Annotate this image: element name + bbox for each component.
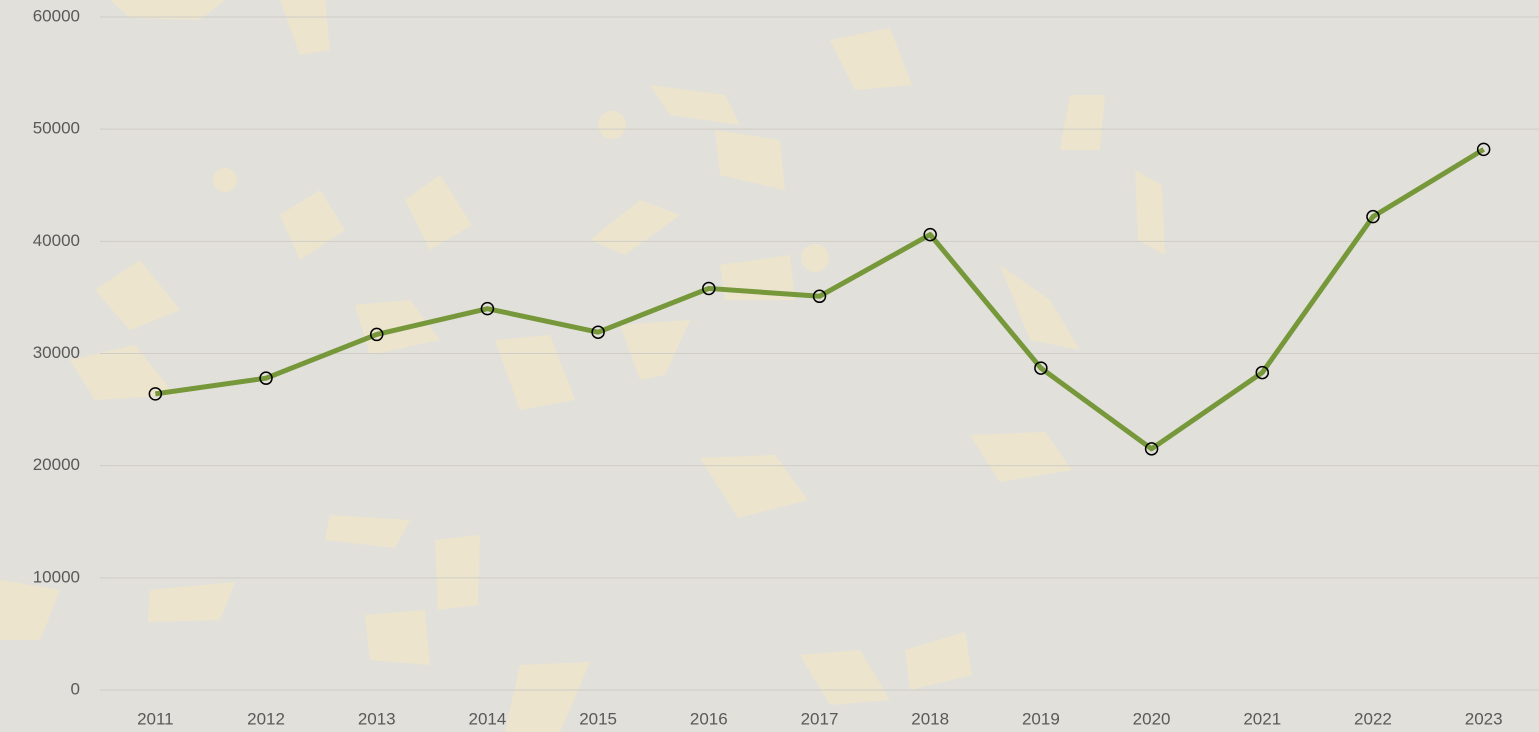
x-tick-label: 2013 bbox=[358, 709, 396, 728]
x-tick-label: 2021 bbox=[1243, 709, 1281, 728]
x-tick-label: 2017 bbox=[801, 709, 839, 728]
y-tick-label: 30000 bbox=[33, 343, 80, 362]
x-tick-label: 2012 bbox=[247, 709, 285, 728]
y-tick-label: 20000 bbox=[33, 455, 80, 474]
x-tick-label: 2015 bbox=[579, 709, 617, 728]
y-tick-label: 40000 bbox=[33, 231, 80, 250]
x-tick-label: 2014 bbox=[469, 709, 507, 728]
x-tick-label: 2020 bbox=[1133, 709, 1171, 728]
x-tick-label: 2011 bbox=[137, 709, 174, 728]
x-tick-label: 2023 bbox=[1465, 709, 1503, 728]
x-tick-label: 2022 bbox=[1354, 709, 1392, 728]
x-tick-label: 2018 bbox=[911, 709, 949, 728]
y-tick-label: 60000 bbox=[33, 6, 80, 25]
background bbox=[0, 0, 1539, 732]
chart: 0 10000 20000 30000 40000 50000 60000 2011 2012 2… bbox=[0, 0, 1539, 732]
y-tick-label: 50000 bbox=[33, 119, 80, 138]
y-tick-label: 10000 bbox=[33, 567, 80, 586]
y-tick-label: 0 bbox=[71, 679, 80, 698]
x-tick-label: 2016 bbox=[690, 709, 728, 728]
x-tick-label: 2019 bbox=[1022, 709, 1060, 728]
